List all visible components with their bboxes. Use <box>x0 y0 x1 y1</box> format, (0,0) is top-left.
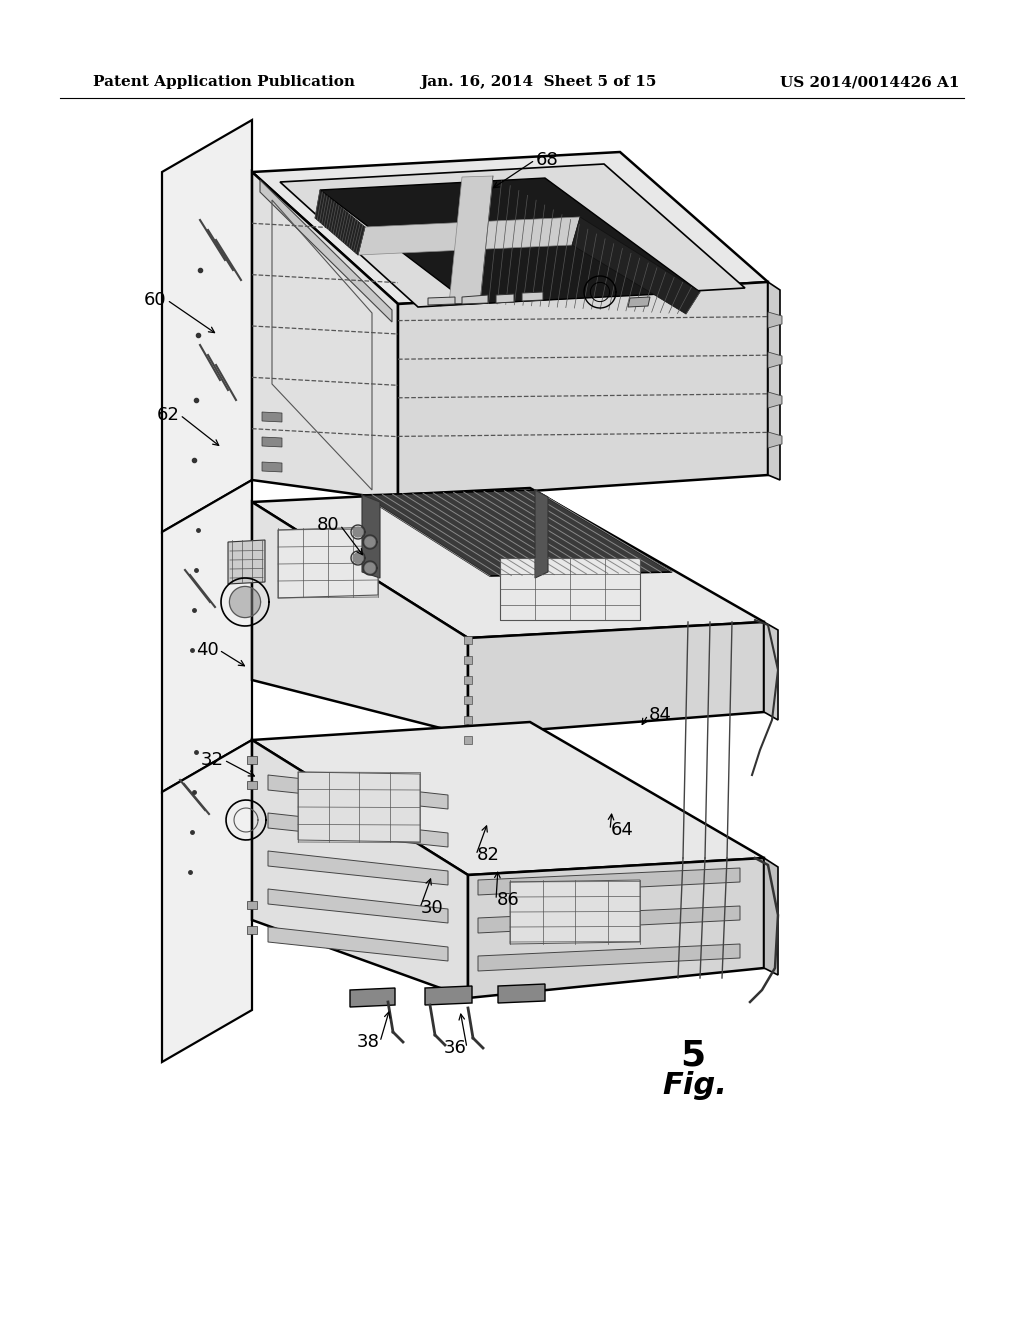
Text: 64: 64 <box>610 821 634 840</box>
Text: 86: 86 <box>497 891 519 909</box>
Polygon shape <box>464 696 472 704</box>
Polygon shape <box>498 983 545 1003</box>
Polygon shape <box>252 152 768 304</box>
Polygon shape <box>464 737 472 744</box>
Polygon shape <box>280 164 745 308</box>
Text: 36: 36 <box>443 1039 467 1057</box>
Polygon shape <box>247 756 257 764</box>
Polygon shape <box>315 190 365 255</box>
Polygon shape <box>768 312 782 327</box>
Polygon shape <box>362 495 380 578</box>
Text: Patent Application Publication: Patent Application Publication <box>93 75 355 88</box>
Polygon shape <box>247 781 257 789</box>
Text: 32: 32 <box>201 751 223 770</box>
Text: 40: 40 <box>196 642 218 659</box>
Polygon shape <box>468 622 764 735</box>
Text: 80: 80 <box>316 516 339 535</box>
Polygon shape <box>500 558 640 620</box>
Polygon shape <box>768 282 780 480</box>
Polygon shape <box>464 715 472 723</box>
Polygon shape <box>366 564 375 573</box>
Polygon shape <box>262 462 282 473</box>
Polygon shape <box>268 888 449 923</box>
Polygon shape <box>362 490 672 576</box>
Text: 68: 68 <box>536 150 558 169</box>
Polygon shape <box>353 553 362 562</box>
Polygon shape <box>268 927 449 961</box>
Polygon shape <box>764 622 778 719</box>
Polygon shape <box>353 527 362 537</box>
Polygon shape <box>247 927 257 935</box>
Polygon shape <box>262 437 282 447</box>
Polygon shape <box>298 772 420 842</box>
Polygon shape <box>510 880 640 944</box>
Polygon shape <box>425 986 472 1005</box>
Polygon shape <box>464 676 472 684</box>
Polygon shape <box>278 527 378 598</box>
Polygon shape <box>768 432 782 447</box>
Text: Fig.: Fig. <box>662 1071 727 1100</box>
Text: 82: 82 <box>476 846 500 865</box>
Polygon shape <box>229 586 260 618</box>
Polygon shape <box>252 722 764 875</box>
Polygon shape <box>628 297 650 308</box>
Polygon shape <box>464 656 472 664</box>
Polygon shape <box>522 292 543 301</box>
Polygon shape <box>350 987 395 1007</box>
Polygon shape <box>162 480 252 792</box>
Polygon shape <box>478 869 740 895</box>
Text: 62: 62 <box>157 407 179 424</box>
Polygon shape <box>764 858 778 975</box>
Polygon shape <box>478 906 740 933</box>
Polygon shape <box>162 120 252 532</box>
Polygon shape <box>268 813 449 847</box>
Polygon shape <box>268 775 449 809</box>
Polygon shape <box>252 172 398 500</box>
Polygon shape <box>319 178 700 304</box>
Polygon shape <box>535 490 548 578</box>
Polygon shape <box>358 216 580 255</box>
Polygon shape <box>440 304 480 306</box>
Polygon shape <box>478 944 740 972</box>
Text: 5: 5 <box>680 1038 706 1072</box>
Polygon shape <box>398 282 768 500</box>
Polygon shape <box>366 537 375 546</box>
Polygon shape <box>428 297 455 305</box>
Polygon shape <box>449 176 493 304</box>
Polygon shape <box>768 392 782 408</box>
Polygon shape <box>252 741 468 998</box>
Polygon shape <box>262 412 282 422</box>
Text: 84: 84 <box>648 706 672 723</box>
Text: 60: 60 <box>143 290 166 309</box>
Text: 30: 30 <box>421 899 443 917</box>
Polygon shape <box>496 294 514 304</box>
Polygon shape <box>162 741 252 1063</box>
Text: US 2014/0014426 A1: US 2014/0014426 A1 <box>780 75 959 88</box>
Polygon shape <box>228 540 265 583</box>
Polygon shape <box>572 216 700 314</box>
Polygon shape <box>462 294 488 304</box>
Polygon shape <box>268 851 449 884</box>
Text: 38: 38 <box>356 1034 380 1051</box>
Polygon shape <box>247 902 257 909</box>
Polygon shape <box>768 352 782 368</box>
Polygon shape <box>468 858 764 998</box>
Polygon shape <box>252 488 764 638</box>
Polygon shape <box>260 180 392 322</box>
Polygon shape <box>252 502 468 735</box>
Text: Jan. 16, 2014  Sheet 5 of 15: Jan. 16, 2014 Sheet 5 of 15 <box>420 75 656 88</box>
Polygon shape <box>464 636 472 644</box>
